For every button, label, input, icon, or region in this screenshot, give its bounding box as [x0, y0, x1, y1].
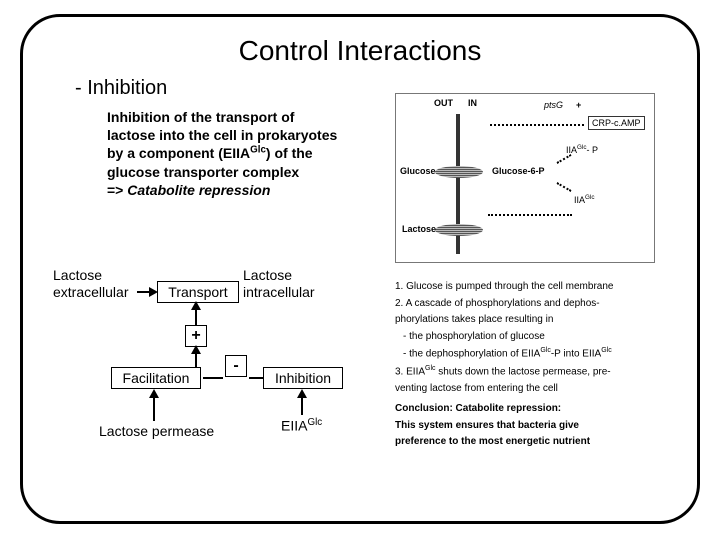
arrow-head-icon: [191, 301, 201, 310]
text: IIA: [566, 145, 577, 155]
eiia-label: EIIAGlc: [281, 417, 322, 434]
iia-p-label: IIAGlc- P: [566, 144, 598, 155]
desc-line: Inhibition of the transport of: [107, 109, 294, 125]
dash-arrow-icon: [488, 214, 572, 216]
sup: Glc: [425, 365, 436, 372]
note-line: - the dephosphorylation of EIIAGlc-P int…: [395, 347, 675, 361]
desc-line: lactose into the cell in prokaryotes: [107, 127, 337, 143]
plus-sign: +: [185, 325, 207, 347]
text: Lactose: [53, 267, 102, 283]
note-line: 1. Glucose is pumped through the cell me…: [395, 281, 675, 294]
glucose-transporter-icon: [435, 166, 483, 178]
desc-line: ) of the: [266, 145, 313, 161]
note-line: 3. EIIAGlc shuts down the lactose permea…: [395, 365, 675, 379]
in-label: IN: [468, 98, 477, 108]
text: IIA: [574, 195, 585, 205]
arrow-head-icon: [191, 345, 201, 354]
note-line: phorylations takes place resulting in: [395, 314, 675, 327]
slide-title: Control Interactions: [49, 35, 671, 67]
lactose-intracellular-label: Lactose intracellular: [243, 267, 315, 301]
lactose-extracellular-label: Lactose extracellular: [53, 267, 128, 301]
note-line: venting lactose from entering the cell: [395, 383, 675, 396]
desc-line: by a component (EIIA: [107, 145, 250, 161]
note-line: 2. A cascade of phosphorylations and dep…: [395, 298, 675, 311]
desc-line: => Catabolite repression: [107, 182, 270, 198]
crp-label: CRP-c.AMP: [588, 116, 645, 130]
facilitation-box: Facilitation: [111, 367, 201, 389]
text: shuts down the lactose permease, pre-: [436, 366, 611, 377]
sup: Glc: [307, 417, 322, 428]
text: intracellular: [243, 284, 315, 300]
iia-label: IIAGlc: [574, 194, 594, 205]
desc-sup: Glc: [250, 145, 266, 156]
explanation-notes: 1. Glucose is pumped through the cell me…: [395, 281, 675, 449]
inhibition-box: Inhibition: [263, 367, 343, 389]
sup: Glc: [540, 347, 551, 354]
g6p-label: Glucose-6-P: [492, 166, 545, 176]
ptsg-label: ptsG: [544, 100, 563, 110]
conclusion-line: Conclusion: Catabolite repression:: [395, 403, 675, 416]
conclusion-line: This system ensures that bacteria give: [395, 420, 675, 433]
dash-arrow-icon: [557, 154, 572, 164]
arrow-line: [203, 377, 223, 379]
text: - P: [586, 145, 598, 155]
lactose-label: Lactose: [402, 224, 436, 234]
arrow-head-icon: [297, 389, 307, 398]
text: EIIA: [281, 418, 307, 434]
text: extracellular: [53, 284, 128, 300]
dash-arrow-icon: [490, 124, 584, 126]
slide-frame: Control Interactions - Inhibition Inhibi…: [20, 14, 700, 524]
text: -P into EIIA: [551, 348, 601, 359]
sup: Glc: [601, 347, 612, 354]
minus-sign: -: [225, 355, 247, 377]
text: 3. EIIA: [395, 366, 425, 377]
glucose-label: Glucose: [400, 166, 436, 176]
lactose-permease-label: Lactose permease: [99, 423, 214, 440]
conclusion-line: preference to the most energetic nutrien…: [395, 436, 675, 449]
desc-line: glucose transporter complex: [107, 164, 299, 180]
transport-box: Transport: [157, 281, 239, 303]
text: - the dephosphorylation of EIIA: [403, 348, 540, 359]
interaction-diagram: Lactose extracellular Lactose intracellu…: [53, 267, 403, 517]
note-line: - the phosphorylation of glucose: [395, 331, 675, 344]
lactose-transporter-icon: [435, 224, 483, 236]
cell-membrane-diagram: OUT IN ptsG + CRP-c.AMP Glucose Glucose-…: [395, 93, 655, 263]
sup: Glc: [585, 194, 594, 201]
dash-arrow-icon: [557, 182, 572, 192]
out-label: OUT: [434, 98, 453, 108]
description-block: Inhibition of the transport of lactose i…: [107, 108, 407, 199]
arrow-head-icon: [149, 389, 159, 398]
plus-label: +: [576, 100, 581, 110]
text: Lactose: [243, 267, 292, 283]
right-panel: OUT IN ptsG + CRP-c.AMP Glucose Glucose-…: [395, 93, 665, 453]
arrow-line: [249, 377, 263, 379]
